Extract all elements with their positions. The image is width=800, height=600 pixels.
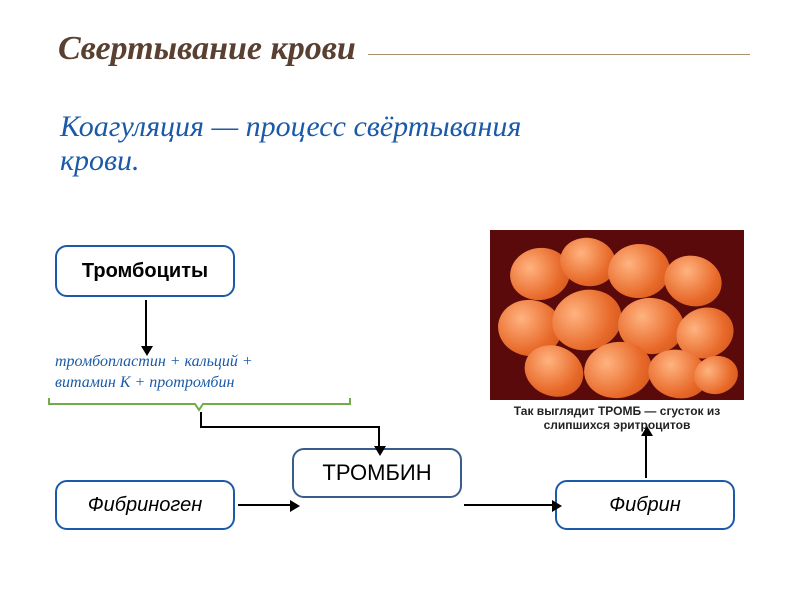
factors-line-2: витамин К + протромбин (55, 373, 345, 394)
box-thrombin-label: ТРОМБИН (322, 460, 431, 486)
box-fibrin: Фибрин (555, 480, 735, 530)
caption-line-2: слипшихся эритроцитов (492, 418, 742, 432)
box-fibrinogen: Фибриноген (55, 480, 235, 530)
box-thrombocytes-label: Тромбоциты (82, 260, 208, 283)
box-fibrin-label: Фибрин (609, 494, 681, 517)
box-thrombocytes: Тромбоциты (55, 245, 235, 297)
thromb-image (490, 230, 744, 400)
subtitle: Коагуляция — процесс свёртывания крови. (60, 110, 540, 178)
title-bar: Свертывание крови (50, 30, 750, 68)
factors-line-1: тромбопластин + кальций + (55, 352, 345, 373)
caption-line-1: Так выглядит ТРОМБ — сгусток из (492, 404, 742, 418)
page-title: Свертывание крови (50, 30, 368, 68)
box-fibrinogen-label: Фибриноген (88, 494, 202, 517)
factors-text: тромбопластин + кальций + витамин К + пр… (55, 352, 345, 394)
bracket-icon (47, 396, 352, 412)
coagulation-term: Коагуляция (60, 110, 204, 143)
thromb-caption: Так выглядит ТРОМБ — сгусток из слипшихс… (490, 400, 744, 437)
thromb-figure: Так выглядит ТРОМБ — сгусток из слипшихс… (490, 230, 744, 437)
